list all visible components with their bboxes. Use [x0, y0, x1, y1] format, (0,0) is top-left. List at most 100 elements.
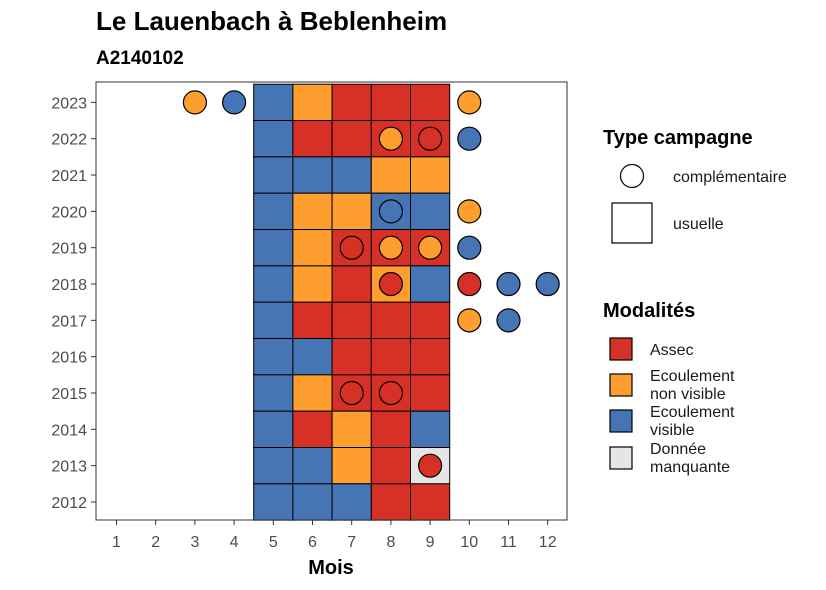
tile-2016-9 [410, 338, 451, 376]
y-axis: 2012 2013 2014 2015 2016 2017 2018 2019 2020 2021… [51, 95, 96, 512]
points-layer [182, 90, 560, 478]
legend-key-donnee_manquante [609, 446, 633, 470]
tile-2021-9 [410, 156, 451, 194]
legend-key-usuelle [611, 202, 653, 244]
tile-2016-5 [253, 338, 294, 376]
legend-label-assec-0: Assec [650, 342, 694, 359]
tile-2014-7 [331, 410, 372, 449]
tile-2022-5 [253, 120, 294, 158]
y-tick-label-2022: 2022 [51, 132, 87, 149]
x-tick-label-11: 11 [500, 534, 517, 551]
x-axis: 1 2 3 4 5 6 7 8 9 10 11 12 [112, 520, 557, 551]
point-2018-8 [378, 271, 403, 297]
tile-2021-5 [253, 156, 294, 194]
tile-2023-9 [410, 83, 451, 122]
tile-2020-7 [331, 192, 372, 231]
tile-2017-8 [370, 301, 411, 340]
x-tick-label-1: 1 [112, 534, 121, 551]
x-tick-label-8: 8 [386, 534, 395, 551]
tile-2018-7 [331, 265, 372, 303]
legend-title-type-campagne: Type campagne [603, 127, 753, 149]
tile-2023-8 [370, 83, 411, 122]
x-tick-label-12: 12 [539, 534, 557, 551]
point-2019-8 [378, 235, 403, 260]
tile-2015-5 [253, 374, 294, 412]
tile-2017-5 [253, 301, 294, 340]
x-tick-label-7: 7 [347, 534, 356, 551]
point-2019-9 [418, 235, 443, 260]
tile-2018-5 [253, 265, 294, 303]
legend-label-donnee_manquante-1: manquante [650, 459, 730, 476]
tile-2018-9 [410, 265, 451, 303]
point-2015-8 [378, 380, 403, 406]
tile-2023-5 [253, 83, 294, 122]
point-2013-9 [418, 453, 443, 478]
tile-2016-6 [292, 338, 333, 376]
tile-2022-6 [292, 120, 333, 158]
point-2019-10 [457, 235, 482, 260]
point-2022-10 [457, 126, 482, 151]
y-tick-label-2018: 2018 [51, 277, 87, 294]
tile-2012-8 [370, 483, 411, 521]
y-tick-label-2020: 2020 [51, 204, 87, 221]
tile-2023-7 [331, 83, 372, 122]
tile-2014-8 [370, 410, 411, 449]
tile-2012-7 [331, 483, 372, 521]
tile-2015-6 [292, 374, 333, 412]
point-2019-7 [339, 235, 364, 260]
plot-border [95, 81, 568, 521]
point-2017-11 [496, 308, 521, 333]
y-tick-label-2016: 2016 [51, 350, 87, 367]
tile-2012-9 [410, 483, 451, 521]
x-axis-title: Mois [308, 557, 354, 579]
legend-key-complementaire [619, 163, 645, 189]
point-2017-10 [457, 308, 482, 333]
legend-label-usuelle: usuelle [673, 216, 724, 233]
tile-2017-9 [410, 301, 451, 340]
point-2020-8 [378, 199, 403, 224]
x-tick-label-6: 6 [308, 534, 317, 551]
point-2023-10 [457, 90, 482, 115]
tile-2013-8 [370, 447, 411, 485]
tile-2018-6 [292, 265, 333, 303]
legend-title-modalites: Modalités [603, 300, 695, 322]
point-2023-4 [222, 90, 247, 115]
legend-label-ecoulement_non_visible-0: Ecoulement [650, 368, 735, 385]
tile-2021-8 [370, 156, 411, 194]
point-2022-9 [418, 126, 443, 151]
tile-2016-7 [331, 338, 372, 376]
legend-key-assec [609, 337, 633, 361]
x-tick-label-5: 5 [269, 534, 278, 551]
tile-2014-9 [410, 410, 451, 449]
legend-key-ecoulement_visible [609, 409, 633, 433]
legend-type-campagne: Type campagne complémentaire usuelle [603, 127, 787, 244]
tile-2021-7 [331, 156, 372, 194]
x-tick-label-3: 3 [190, 534, 199, 551]
y-tick-label-2013: 2013 [51, 459, 87, 476]
point-2018-11 [496, 271, 521, 297]
tile-2013-6 [292, 447, 333, 485]
y-tick-label-2014: 2014 [51, 422, 87, 439]
point-2018-12 [535, 271, 560, 297]
tile-2017-6 [292, 301, 333, 340]
tile-2019-5 [253, 229, 294, 267]
tile-2017-7 [331, 301, 372, 340]
point-2018-10 [457, 271, 482, 297]
y-tick-label-2023: 2023 [51, 95, 87, 112]
tile-2023-6 [292, 83, 333, 122]
point-2020-10 [457, 199, 482, 224]
legend-label-ecoulement_non_visible-1: non visible [650, 386, 726, 403]
tile-2016-8 [370, 338, 411, 376]
tile-2020-5 [253, 192, 294, 231]
y-tick-label-2015: 2015 [51, 386, 87, 403]
y-tick-label-2019: 2019 [51, 241, 87, 258]
x-tick-label-2: 2 [151, 534, 160, 551]
tile-2021-6 [292, 156, 333, 194]
point-2015-7 [339, 380, 364, 406]
tile-2020-9 [410, 192, 451, 231]
point-2023-3 [182, 90, 207, 115]
tile-2020-6 [292, 192, 333, 231]
point-2022-8 [378, 126, 403, 151]
tile-2015-9 [410, 374, 451, 412]
